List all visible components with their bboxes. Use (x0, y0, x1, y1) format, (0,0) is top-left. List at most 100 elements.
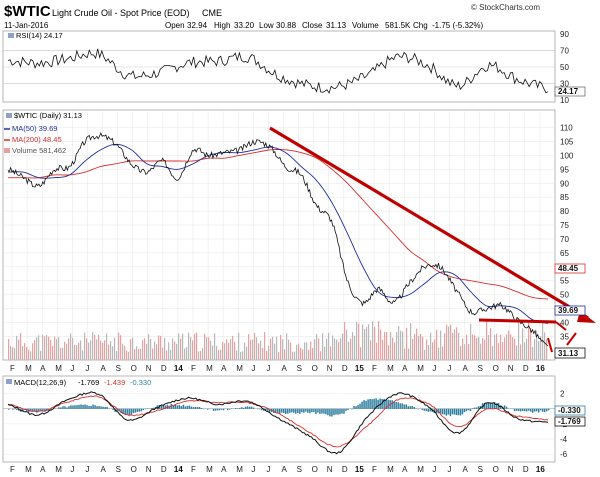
volume-bar (96, 339, 98, 360)
x-axis-label: D (523, 364, 529, 373)
macd-histogram-bar (417, 408, 420, 410)
macd-histogram-bar (315, 408, 317, 414)
volume-bar (32, 343, 34, 360)
x-axis-label: S (297, 465, 302, 474)
volume-bar (544, 332, 546, 360)
macd-histogram-bar (365, 400, 367, 409)
macd-histogram-bar (491, 403, 494, 409)
volume-bar (144, 338, 146, 360)
rsi-collapse-icon[interactable] (8, 33, 14, 38)
volume-bar (170, 349, 172, 360)
macd-histogram-bar (319, 408, 321, 414)
macd-histogram-bar (176, 405, 179, 409)
volume-bar (480, 343, 482, 360)
volume-bar (528, 322, 530, 360)
volume-bar (288, 339, 290, 360)
price-y-tick: 50 (560, 291, 569, 300)
volume-bar (116, 351, 118, 360)
volume-bar (274, 343, 276, 360)
macd-histogram-bar (481, 403, 484, 409)
macd-histogram-bar (178, 404, 181, 409)
low-value: 30.88 (276, 21, 297, 30)
x-axis-label: F (372, 465, 377, 474)
macd-histogram-bar (44, 408, 46, 412)
volume-bar (466, 334, 468, 360)
volume-bar (496, 333, 498, 360)
volume-bar (114, 337, 116, 360)
volume-bar (408, 348, 410, 360)
macd-collapse-icon[interactable] (6, 379, 12, 384)
volume-bar (218, 349, 220, 360)
volume-bar (316, 333, 318, 360)
volume-bar (414, 334, 416, 360)
macd-histogram-bar (495, 403, 498, 409)
macd-histogram-bar (317, 408, 319, 413)
downtrend-arrow-line (269, 126, 589, 320)
volume-bar (208, 337, 210, 360)
macd-histogram-bar (521, 408, 524, 411)
x-axis-label: J (447, 465, 451, 474)
macd-histogram-bar (289, 408, 291, 413)
price-collapse-icon[interactable] (6, 113, 12, 118)
macd-histogram-bar (471, 408, 474, 409)
price-y-tick: 80 (560, 207, 569, 216)
volume-bar (470, 324, 472, 360)
volume-bar (388, 345, 390, 360)
macd-histogram-bar (112, 408, 114, 410)
macd-histogram-bar (250, 406, 253, 409)
macd-histogram-bar (260, 408, 263, 411)
macd-histogram-bar (66, 407, 68, 409)
volume-bar (322, 333, 324, 360)
macd-histogram-bar (401, 403, 403, 409)
macd-histogram-bar (469, 408, 472, 412)
volume-bar (258, 343, 260, 360)
volume-bar (90, 340, 92, 360)
volume-bar (434, 339, 436, 360)
macd-histogram-bar (451, 408, 454, 415)
volume-bar (172, 338, 174, 360)
volume-bar (118, 332, 120, 360)
volume-bar (176, 343, 178, 360)
high-label: High (214, 21, 230, 30)
price-y-tick: 75 (560, 221, 569, 230)
macd-histogram-bar (262, 408, 265, 411)
volume-bar (232, 335, 234, 360)
macd-histogram-bar (78, 404, 80, 409)
macd-histogram-bar (283, 408, 285, 414)
macd-histogram-bar (513, 408, 516, 412)
macd-histogram-bar (361, 401, 363, 409)
macd-histogram-bar (499, 405, 502, 409)
x-axis-label: M (55, 465, 62, 474)
volume-bar (164, 338, 166, 360)
macd-histogram-bar (405, 404, 407, 409)
volume-bar (300, 348, 302, 360)
x-axis-label: S (478, 465, 483, 474)
volume-bar (70, 333, 72, 360)
x-axis-label: J (251, 364, 255, 373)
volume-bar (428, 345, 430, 360)
macd-histogram-bar (138, 408, 140, 412)
volume-bar (446, 324, 448, 360)
volume-bar (184, 348, 186, 360)
macd-histogram-bar (88, 405, 90, 409)
ma200-line (8, 149, 549, 300)
macd-histogram-bar (122, 408, 124, 415)
volume-bar (284, 349, 286, 360)
volume-bar (106, 333, 108, 360)
macd-histogram-bar (333, 408, 335, 416)
macd-histogram-bar (541, 408, 544, 412)
volume-bar (508, 330, 510, 360)
volume-bar (394, 342, 396, 360)
volume-bar (500, 334, 502, 360)
price-y-tick: 65 (560, 249, 569, 258)
macd-histogram-bar (58, 407, 60, 409)
volume-value: 581.5K (385, 21, 411, 30)
macd-histogram-bar (441, 408, 444, 415)
macd-histogram-bar (395, 401, 397, 409)
volume-bar (246, 346, 248, 360)
macd-histogram-bar (305, 408, 307, 412)
volume-bar (346, 329, 348, 360)
volume-bar (158, 335, 160, 360)
x-axis-label: 16 (536, 364, 545, 373)
macd-histogram-bar (377, 399, 379, 409)
